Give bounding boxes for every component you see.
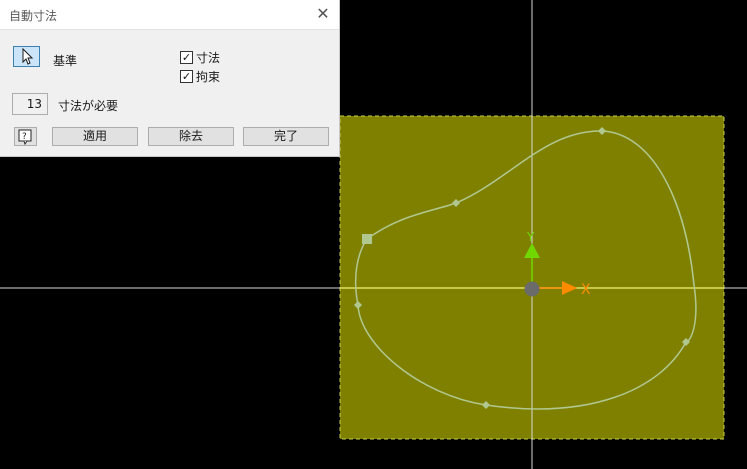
apply-button[interactable]: 適用: [52, 127, 138, 146]
spline-profile[interactable]: [354, 130, 697, 410]
curves-label: 基準: [53, 54, 78, 68]
dialog-titlebar: 自動寸法 ✕: [0, 0, 339, 30]
x-axis-label: X: [581, 282, 591, 298]
x-axis-arrowhead[interactable]: [562, 281, 577, 295]
spline-start-point[interactable]: [362, 234, 372, 244]
required-dimensions-count: 13: [12, 93, 48, 115]
spline-point[interactable]: [482, 401, 490, 409]
y-axis-arrowhead[interactable]: [524, 243, 540, 258]
constraints-checkbox-label: 拘束: [196, 70, 221, 84]
required-dimensions-label: 寸法が必要: [58, 99, 119, 113]
help-button[interactable]: ?: [14, 127, 37, 146]
svg-text:?: ?: [22, 132, 27, 142]
remove-button[interactable]: 除去: [148, 127, 234, 146]
y-axis-label: Y: [526, 230, 535, 244]
arrow-cursor-icon: [22, 47, 34, 65]
curves-select-button[interactable]: [13, 46, 40, 67]
auto-dimension-dialog: 自動寸法 ✕ 基準 ✓ 寸法 ✓ 拘束 13 寸法が必要 ? 適用 除去 完了: [0, 0, 340, 157]
constraints-checkbox[interactable]: ✓: [180, 70, 193, 83]
spline-point[interactable]: [354, 301, 362, 309]
dimensions-checkbox-label: 寸法: [196, 51, 221, 65]
spline-point[interactable]: [682, 338, 690, 346]
spline-point[interactable]: [598, 127, 606, 135]
origin-point[interactable]: [524, 281, 540, 297]
help-icon: ?: [18, 129, 32, 146]
done-button[interactable]: 完了: [243, 127, 329, 146]
close-icon[interactable]: ✕: [316, 4, 330, 23]
spline-point[interactable]: [452, 199, 460, 207]
dialog-title: 自動寸法: [9, 9, 58, 23]
dimensions-checkbox[interactable]: ✓: [180, 51, 193, 64]
